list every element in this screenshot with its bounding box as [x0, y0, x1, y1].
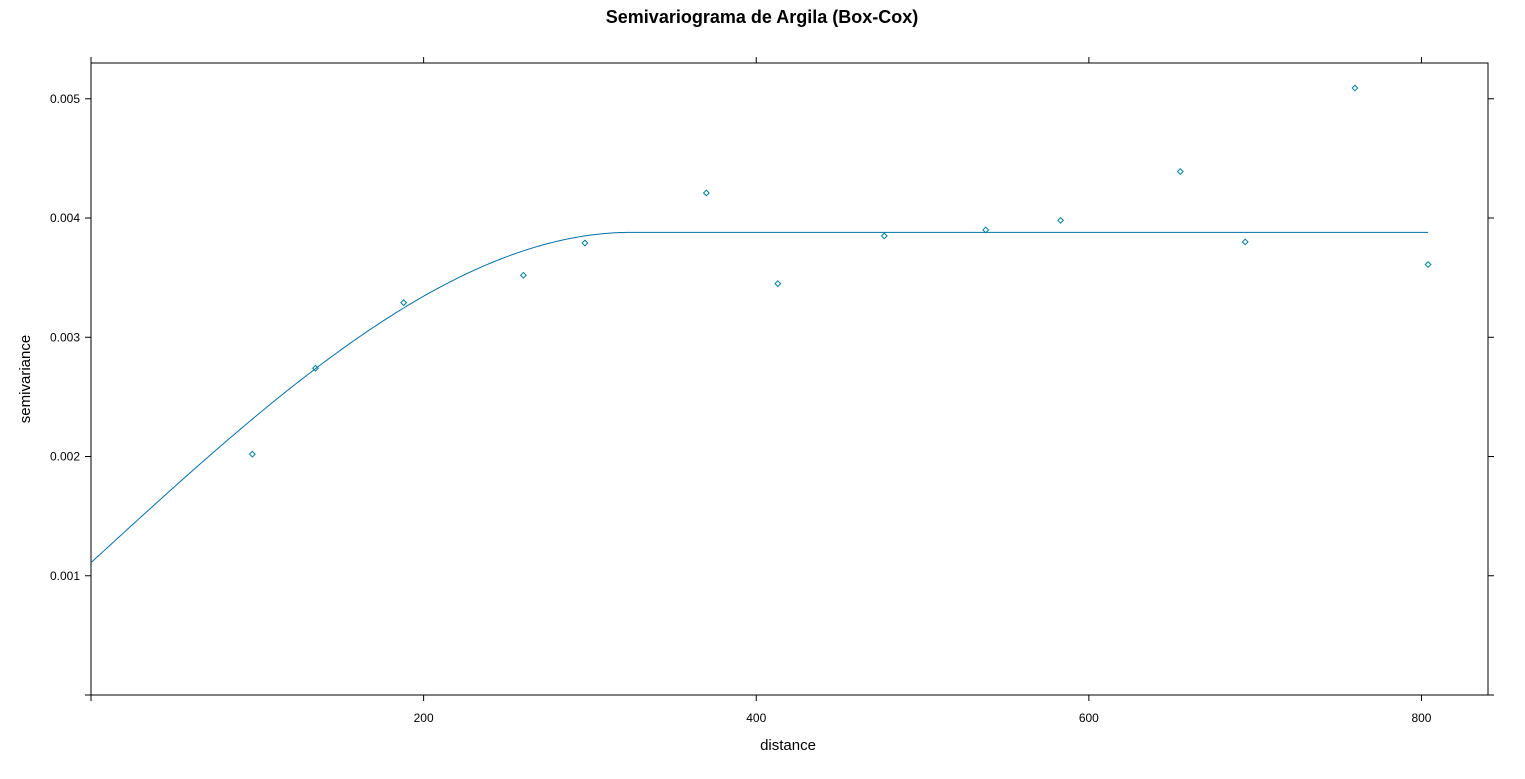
model-fit-line	[90, 231, 1429, 564]
x-tick-label: 400	[746, 711, 766, 725]
data-point	[1057, 216, 1065, 224]
data-point	[880, 232, 888, 240]
data-point	[312, 364, 320, 372]
x-tick-label: 800	[1411, 711, 1431, 725]
data-point	[581, 239, 589, 247]
chart-title: Semivariograma de Argila (Box-Cox)	[606, 7, 918, 27]
data-points	[248, 84, 1432, 458]
data-point	[702, 189, 710, 197]
data-point	[400, 299, 408, 307]
x-axis-tick-labels: 200 400 600 800	[414, 711, 1432, 725]
y-axis-label: semivariance	[17, 335, 34, 423]
data-point	[774, 280, 782, 288]
x-tick-label: 200	[414, 711, 434, 725]
x-axis-ticks	[90, 57, 1422, 701]
x-axis-label: distance	[760, 737, 816, 754]
data-point	[1241, 238, 1249, 246]
data-point	[1351, 84, 1359, 92]
y-tick-label: 0.001	[50, 569, 80, 583]
y-axis-tick-labels: 0.001 0.002 0.003 0.004 0.005	[50, 92, 80, 583]
data-point	[1424, 261, 1432, 269]
y-tick-label: 0.004	[50, 211, 80, 225]
data-point	[248, 450, 256, 458]
y-tick-label: 0.005	[50, 92, 80, 106]
data-point	[982, 226, 990, 234]
plot-frame	[90, 62, 1489, 696]
x-tick-label: 600	[1079, 711, 1099, 725]
data-point	[519, 271, 527, 279]
y-tick-label: 0.002	[50, 450, 80, 464]
y-axis-ticks	[85, 98, 1494, 696]
y-tick-label: 0.003	[50, 330, 80, 344]
data-point	[1176, 168, 1184, 176]
